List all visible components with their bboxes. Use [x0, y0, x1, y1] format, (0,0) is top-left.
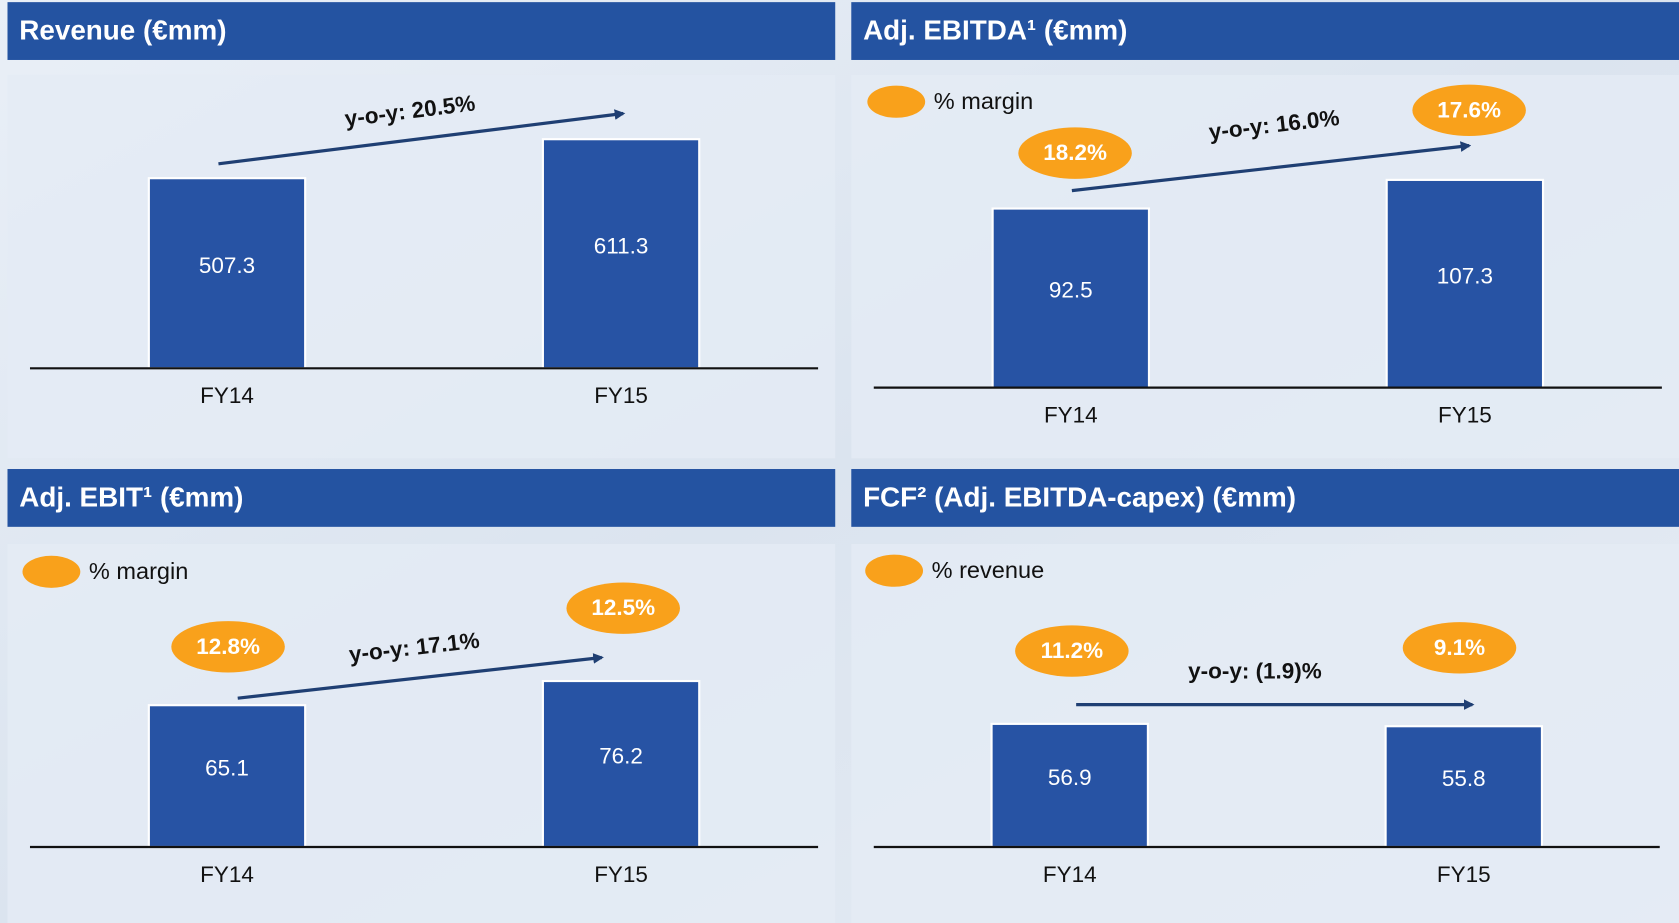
panel-background — [7, 75, 835, 458]
value-label: 611.3 — [594, 233, 649, 258]
margin-label: 12.5% — [591, 595, 655, 620]
category-label: FY14 — [200, 862, 254, 887]
value-label: 107.3 — [1437, 263, 1493, 288]
page: Revenue (€mm)507.3FY14611.3FY15y-o-y: 20… — [0, 0, 1679, 923]
legend-marker — [865, 555, 923, 587]
category-label: FY15 — [594, 862, 648, 887]
legend-marker — [22, 556, 80, 588]
chart-grid: Revenue (€mm)507.3FY14611.3FY15y-o-y: 20… — [0, 0, 1679, 923]
margin-label: 18.2% — [1043, 140, 1107, 165]
category-label: FY15 — [1437, 862, 1491, 887]
value-label: 56.9 — [1048, 765, 1092, 790]
yoy-annotation: y-o-y: (1.9)% — [1188, 658, 1322, 683]
panel-title: Revenue (€mm) — [19, 14, 226, 45]
value-label: 55.8 — [1442, 766, 1486, 791]
value-label: 507.3 — [199, 253, 255, 278]
category-label: FY15 — [594, 383, 648, 408]
category-label: FY14 — [1044, 402, 1098, 427]
panel-title: FCF² (Adj. EBITDA-capex) (€mm) — [863, 481, 1296, 512]
legend-label: % revenue — [932, 557, 1045, 583]
legend-marker — [867, 86, 925, 118]
panel-title: Adj. EBITDA¹ (€mm) — [863, 14, 1127, 45]
legend-label: % margin — [89, 558, 188, 584]
margin-label: 12.8% — [196, 634, 260, 659]
panel-background — [7, 544, 835, 923]
panel-background — [851, 544, 1679, 923]
category-label: FY15 — [1438, 402, 1492, 427]
margin-label: 17.6% — [1437, 97, 1501, 122]
margin-label: 9.1% — [1434, 635, 1485, 660]
value-label: 65.1 — [205, 756, 249, 781]
value-label: 92.5 — [1049, 278, 1093, 303]
category-label: FY14 — [1043, 862, 1097, 887]
category-label: FY14 — [200, 383, 254, 408]
margin-label: 11.2% — [1041, 638, 1103, 663]
panel-title: Adj. EBIT¹ (€mm) — [19, 481, 243, 512]
legend-label: % margin — [934, 88, 1033, 114]
value-label: 76.2 — [599, 744, 643, 769]
